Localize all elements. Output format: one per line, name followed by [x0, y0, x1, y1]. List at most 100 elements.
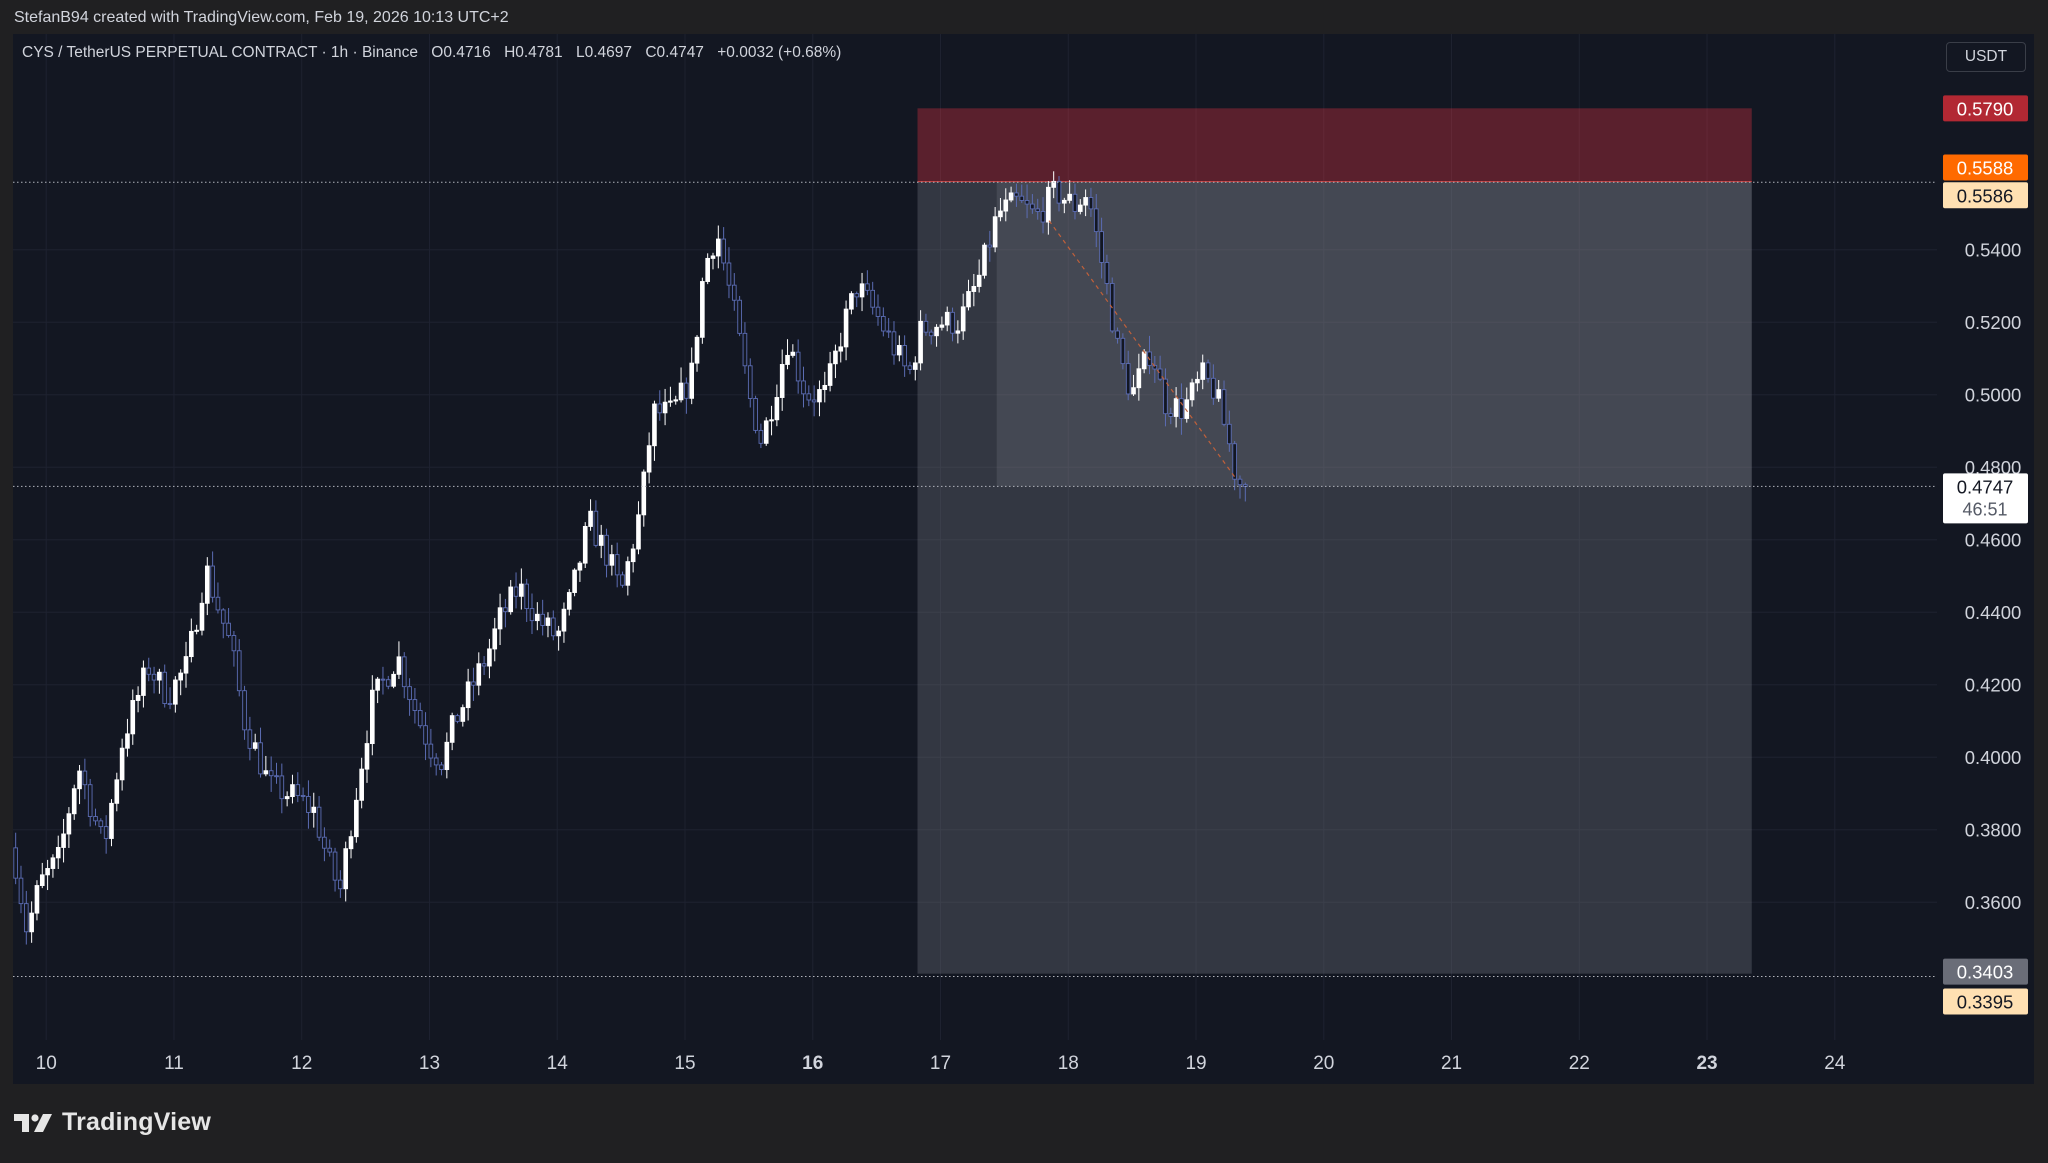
candle-body	[641, 471, 647, 516]
bar-countdown: 46:51	[1962, 499, 2007, 519]
price-label-stop[interactable]: 0.5790	[1943, 95, 2028, 122]
candle-body	[93, 816, 98, 822]
price-label-target-alt[interactable]: 0.3395	[1943, 988, 2028, 1015]
candle-body	[806, 393, 812, 401]
candle-body	[652, 403, 657, 447]
candle-body	[955, 330, 961, 334]
candle-body	[1227, 423, 1232, 445]
candle-body	[1051, 180, 1056, 188]
candle-body	[710, 255, 716, 259]
candle-body	[524, 583, 529, 610]
time-tick-label: 11	[164, 1053, 184, 1074]
candle-body	[827, 363, 833, 386]
candle-body	[173, 679, 178, 705]
candle-body	[907, 365, 913, 370]
candle-body	[375, 678, 380, 691]
candle-body	[151, 673, 157, 681]
candle-body	[833, 350, 838, 365]
candle-body	[444, 741, 450, 771]
candle-body	[636, 514, 641, 550]
candle-body	[34, 885, 40, 914]
candle-body	[311, 806, 317, 813]
candle-body	[588, 510, 593, 527]
time-tick-label: 20	[1313, 1053, 1334, 1074]
last-price-value: 0.4747	[1957, 476, 2014, 497]
time-tick-label: 23	[1696, 1053, 1717, 1074]
symbol-title[interactable]: CYS / TetherUS PERPETUAL CONTRACT · 1h ·…	[22, 44, 418, 61]
candle-body	[1221, 389, 1227, 425]
chart-panel[interactable]	[13, 34, 2034, 1084]
candle-body	[162, 671, 168, 704]
candle-body	[348, 836, 354, 850]
price-label-entry[interactable]: 0.5588	[1943, 154, 2028, 181]
candle-body	[119, 747, 125, 781]
candle-body	[1115, 330, 1120, 339]
price-label-entry-alt[interactable]: 0.5586	[1943, 182, 2028, 209]
candle-body	[577, 562, 583, 571]
candle-body	[338, 879, 343, 890]
candle-body	[220, 609, 226, 624]
candle-body	[231, 635, 237, 652]
price-tick-label: 0.4600	[1965, 530, 2022, 551]
candle-body	[817, 389, 822, 403]
tradingview-logo[interactable]: TradingView	[14, 1108, 211, 1137]
candle-body	[1003, 199, 1009, 212]
candle-body	[199, 602, 205, 631]
candle-body	[23, 903, 29, 933]
candle-body	[604, 534, 609, 566]
candle-body	[130, 700, 136, 735]
candle-body	[620, 574, 625, 586]
candle-body	[103, 826, 109, 839]
candle-body	[401, 656, 407, 688]
candle-body	[918, 320, 923, 364]
candle-body	[705, 257, 710, 282]
candle-body	[380, 678, 386, 681]
price-label-target[interactable]: 0.3403	[1943, 958, 2028, 985]
candle-body	[194, 629, 199, 632]
price-axis: 0.5400 0.5200 0.5000 0.4800 0.4600 0.4400 0.42…	[1965, 240, 2022, 914]
candle-body	[598, 534, 604, 546]
candle-body	[135, 694, 141, 701]
candle-body	[950, 311, 955, 334]
candle-body	[795, 351, 801, 382]
candle-body	[1056, 180, 1062, 204]
candle-body	[700, 281, 705, 338]
candle-body	[77, 770, 82, 790]
candle-body	[1163, 378, 1168, 415]
candle-body	[492, 628, 498, 650]
price-tick-label: 0.4400	[1965, 602, 2022, 623]
time-tick-label: 12	[291, 1053, 312, 1074]
candle-body	[1046, 186, 1051, 223]
candle-body	[300, 794, 306, 797]
price-lines	[13, 181, 1937, 978]
candle-body	[364, 743, 370, 770]
candle-body	[508, 586, 514, 613]
candle-body	[215, 596, 221, 611]
candle-body	[998, 210, 1003, 218]
take-profit-zone[interactable]	[917, 181, 1752, 974]
candle-body	[519, 583, 524, 597]
candle-body	[753, 398, 758, 431]
price-tick-label: 0.4800	[1965, 457, 2022, 478]
last-price-badge	[1943, 473, 2028, 524]
price-badge-value: 0.5790	[1957, 98, 2014, 119]
candle-body	[726, 262, 732, 286]
candle-body	[923, 320, 929, 333]
candle-body	[497, 607, 503, 630]
ohlc-high: H0.4781	[504, 44, 563, 61]
candle-body	[737, 299, 742, 334]
candle-body	[396, 656, 402, 675]
price-badge	[1943, 154, 2028, 181]
stop-loss-zone[interactable]	[917, 108, 1752, 182]
time-tick-label: 13	[419, 1053, 440, 1074]
candle-body	[316, 806, 322, 838]
candle-body	[449, 715, 455, 743]
price-badge	[1943, 182, 2028, 209]
candle-body	[226, 622, 231, 636]
tradingview-logo-text: TradingView	[62, 1108, 212, 1136]
candle-body	[306, 796, 311, 813]
candle-body	[966, 291, 971, 308]
currency-button[interactable]: USDT	[1946, 42, 2026, 72]
